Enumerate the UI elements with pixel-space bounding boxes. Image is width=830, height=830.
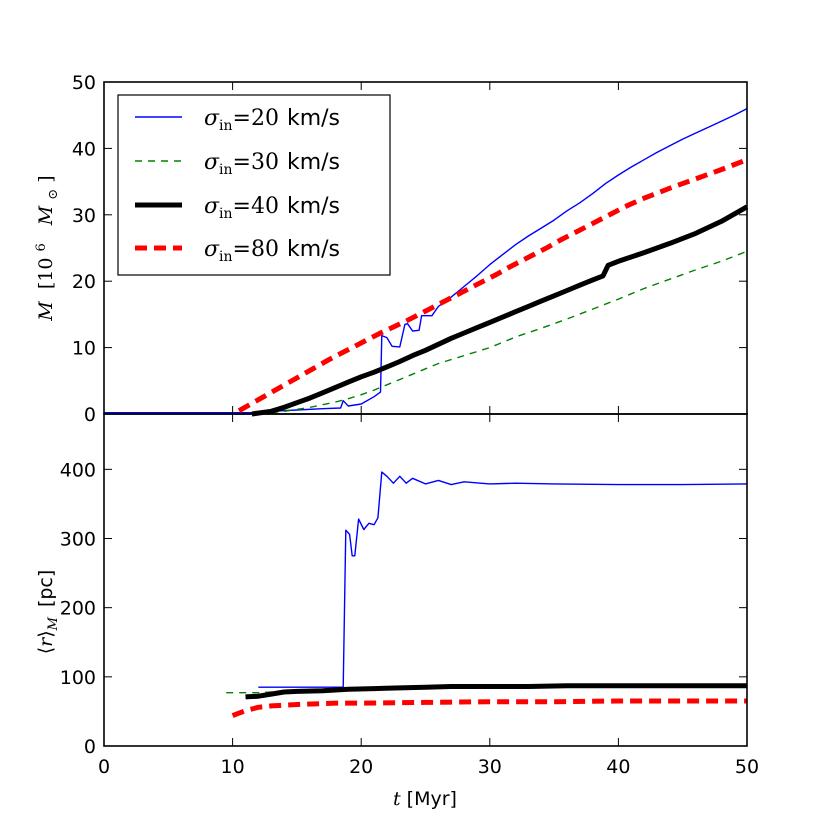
x-tick-label: 30 xyxy=(478,756,502,778)
bottom-series-group xyxy=(226,471,748,718)
y-tick-label: 20 xyxy=(72,271,96,293)
top-y-close: ] xyxy=(35,175,57,182)
legend-sigma80-unit: km/s xyxy=(287,237,340,262)
y-tick-label: 40 xyxy=(72,138,96,160)
bottom-series-line-3 xyxy=(231,698,747,718)
top-series-line-2 xyxy=(251,204,749,417)
y-tick-label: 30 xyxy=(72,205,96,227)
bottom-panel: 0 100 200 300 400 0 10 20 30 40 50 ⟨r⟩M [pc] t [Myr] xyxy=(35,413,759,810)
legend-sigma40-sub: in xyxy=(219,206,233,222)
legend-label-sigma40: σin=40 km/s xyxy=(204,194,340,222)
legend-sigma40-unit: km/s xyxy=(287,194,340,219)
x-tick-label: 0 xyxy=(98,756,110,778)
legend-box xyxy=(117,94,391,276)
legend-label-sigma30: σin=30 km/s xyxy=(204,150,340,178)
top-y-units: [10 xyxy=(35,258,57,290)
y-tick-label: 10 xyxy=(72,338,96,360)
top-series-group xyxy=(104,107,749,417)
bottom-y-rangle: ⟩ xyxy=(35,630,57,637)
bottom-series-line-0 xyxy=(258,471,748,688)
x-tick-label: 10 xyxy=(221,756,245,778)
legend-label-sigma80: σin=80 km/s xyxy=(204,237,340,265)
y-tick-label: 400 xyxy=(60,459,96,481)
x-units: [Myr] xyxy=(407,788,457,810)
top-y-sun: M xyxy=(35,205,57,226)
bottom-series-line-2 xyxy=(245,683,747,700)
legend-label-sigma20: σin=20 km/s xyxy=(204,106,340,134)
top-y-axis-label: M [10 6 M ⊙ ] xyxy=(28,175,62,321)
legend-sigma40-sym: σ xyxy=(204,194,220,219)
legend-sigma80-eq: =80 xyxy=(233,237,279,262)
legend-sigma20-eq: =20 xyxy=(233,106,279,131)
legend-sigma80-sym: σ xyxy=(204,237,220,262)
x-tick-label: 20 xyxy=(349,756,373,778)
legend-sigma20-sub: in xyxy=(219,118,233,134)
bottom-y-axis-label: ⟨r⟩M [pc] xyxy=(35,570,61,655)
x-tick-label: 40 xyxy=(606,756,630,778)
legend: σin=20 km/s σin=30 km/s σin=40 km/s σin=80 k… xyxy=(117,94,391,276)
top-series-line-3 xyxy=(237,157,748,413)
y-tick-label: 0 xyxy=(84,404,96,426)
legend-sigma30-sym: σ xyxy=(204,150,220,175)
legend-sigma30-eq: =30 xyxy=(233,150,279,175)
y-tick-label: 50 xyxy=(72,72,96,94)
legend-sigma80-sub: in xyxy=(219,249,233,265)
bottom-y-sub: M xyxy=(46,616,61,631)
top-ticks: 0 10 20 30 40 50 xyxy=(72,72,748,426)
y-tick-label: 300 xyxy=(60,529,96,551)
legend-sigma30-unit: km/s xyxy=(287,150,340,175)
legend-sigma20-unit: km/s xyxy=(287,106,340,131)
bottom-ticks: 0 100 200 300 400 0 10 20 30 40 50 xyxy=(60,414,759,778)
y-tick-label: 0 xyxy=(84,736,96,758)
legend-sigma20-sym: σ xyxy=(204,106,220,131)
x-tick-label: 50 xyxy=(735,756,759,778)
y-tick-label: 100 xyxy=(60,667,96,689)
bottom-y-units: [pc] xyxy=(35,570,57,607)
top-y-exp: 6 xyxy=(34,243,49,251)
bottom-y-var: r xyxy=(35,636,57,647)
legend-sigma40-eq: =40 xyxy=(233,194,279,219)
y-tick-label: 200 xyxy=(60,598,96,620)
bottom-frame xyxy=(103,413,748,747)
x-axis-label: t [Myr] xyxy=(393,788,457,810)
bottom-y-langle: ⟨ xyxy=(35,647,57,654)
top-y-var: M xyxy=(35,301,57,322)
top-y-sun-sub: ⊙ xyxy=(46,189,61,200)
legend-sigma30-sub: in xyxy=(219,162,233,178)
x-var: t xyxy=(393,788,401,810)
